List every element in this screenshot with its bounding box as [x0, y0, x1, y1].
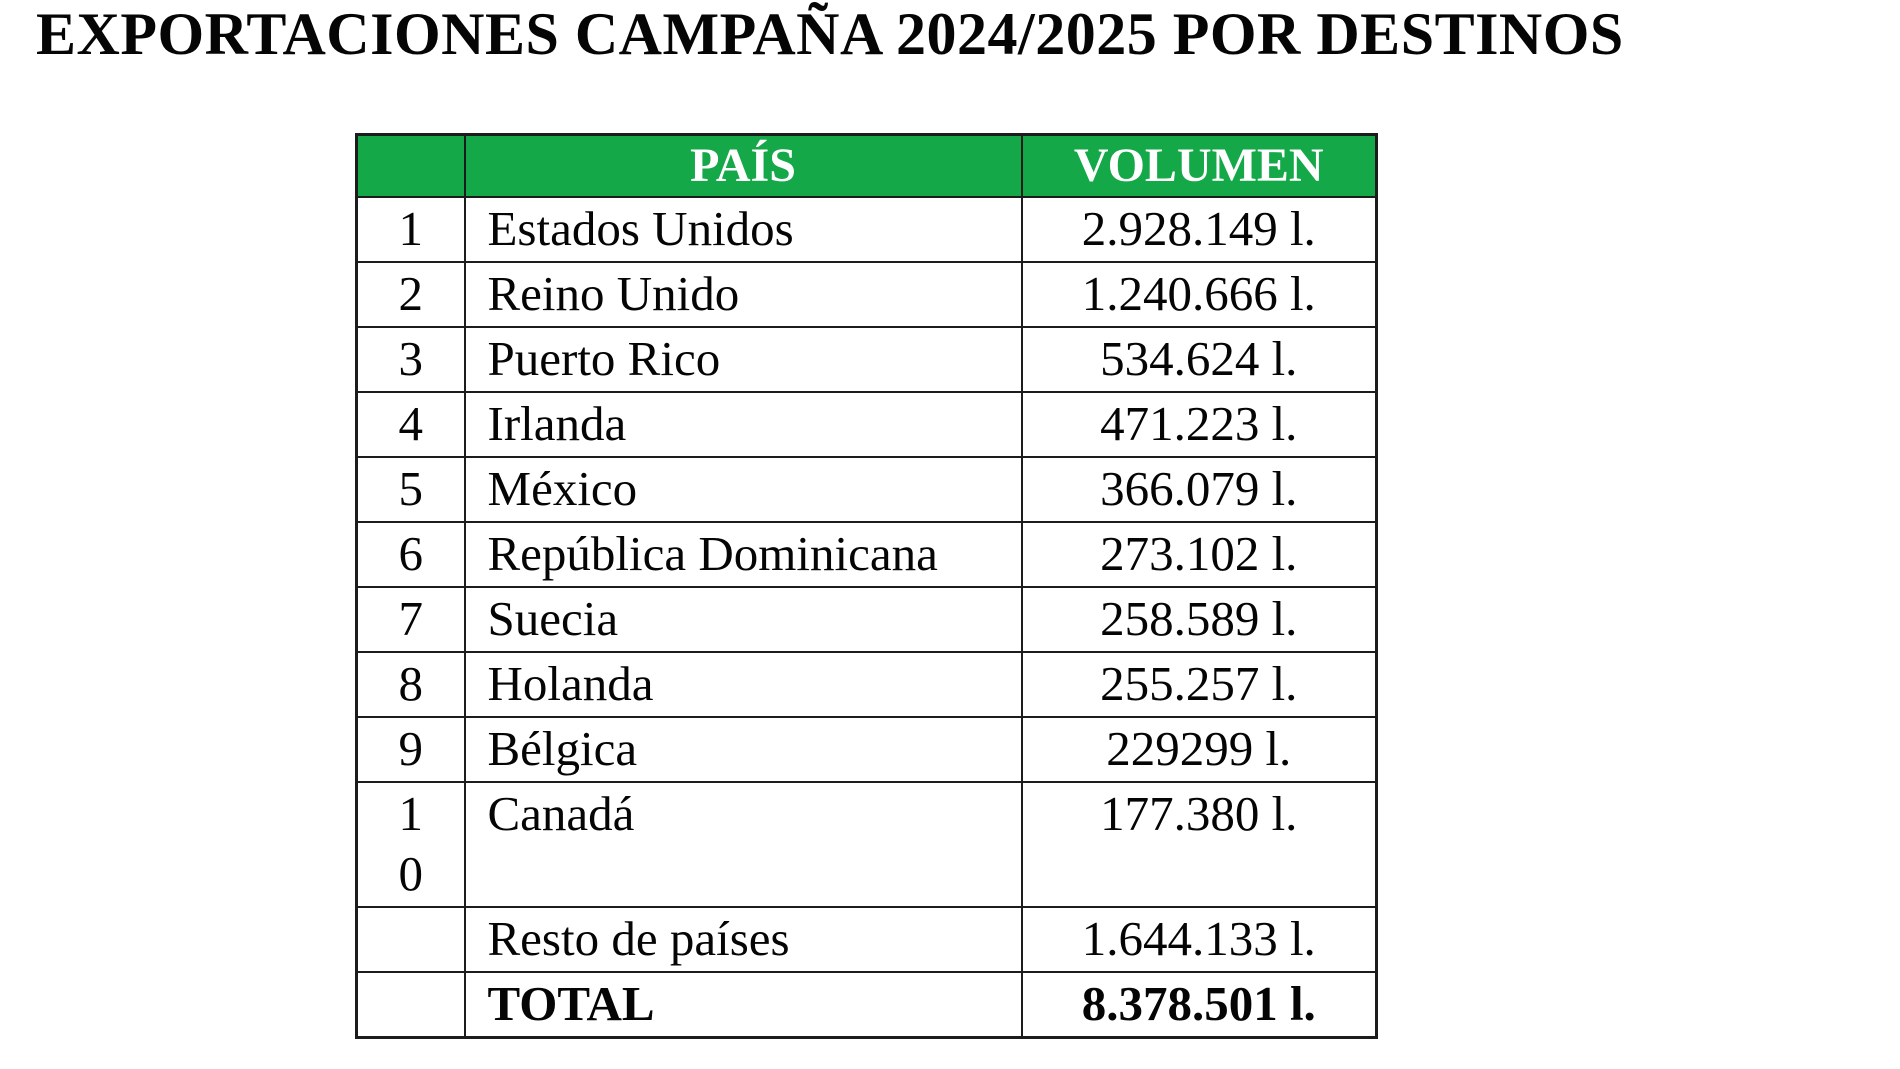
volume-cell: 273.102 l. — [1020, 520, 1378, 588]
table-row: 9 Bélgica 229299 l. — [355, 715, 1378, 783]
table-row: 4 Irlanda 471.223 l. — [355, 390, 1378, 458]
country-cell: Suecia — [463, 585, 1023, 653]
row-index-cell: 1 — [355, 195, 466, 263]
table-row: 8 Holanda 255.257 l. — [355, 650, 1378, 718]
country-cell: Canadá — [463, 780, 1023, 908]
volume-cell: 258.589 l. — [1020, 585, 1378, 653]
header-cell-volume: VOLUMEN — [1020, 133, 1378, 198]
table-row: TOTAL 8.378.501 l. — [355, 970, 1378, 1038]
volume-cell: 1.644.133 l. — [1020, 905, 1378, 973]
volume-cell: 471.223 l. — [1020, 390, 1378, 458]
volume-cell: 229299 l. — [1020, 715, 1378, 783]
country-cell: Holanda — [463, 650, 1023, 718]
volume-cell: 8.378.501 l. — [1020, 970, 1378, 1038]
country-cell: TOTAL — [463, 970, 1023, 1038]
table-row: 7 Suecia 258.589 l. — [355, 585, 1378, 653]
header-cell-index — [355, 133, 466, 198]
country-cell: Estados Unidos — [463, 195, 1023, 263]
volume-cell: 177.380 l. — [1020, 780, 1378, 908]
table-header-row: PAÍS VOLUMEN — [355, 133, 1378, 198]
page-title: EXPORTACIONES CAMPAÑA 2024/2025 POR DEST… — [36, 1, 1624, 67]
row-index-cell: 8 — [355, 650, 466, 718]
row-index-cell: 10 — [355, 780, 466, 908]
table-body: 1 Estados Unidos 2.928.149 l. 2 Reino Unido 1… — [355, 195, 1378, 1038]
table-head: PAÍS VOLUMEN — [355, 133, 1378, 198]
volume-cell: 534.624 l. — [1020, 325, 1378, 393]
row-index-cell: 9 — [355, 715, 466, 783]
country-cell: Puerto Rico — [463, 325, 1023, 393]
row-index-cell: 5 — [355, 455, 466, 523]
country-cell: México — [463, 455, 1023, 523]
header-cell-country: PAÍS — [463, 133, 1023, 198]
row-index-cell: 2 — [355, 260, 466, 328]
table-row: 3 Puerto Rico 534.624 l. — [355, 325, 1378, 393]
country-cell: Irlanda — [463, 390, 1023, 458]
volume-cell: 2.928.149 l. — [1020, 195, 1378, 263]
table-row: 2 Reino Unido 1.240.666 l. — [355, 260, 1378, 328]
row-index-cell: 7 — [355, 585, 466, 653]
table-row: Resto de países 1.644.133 l. — [355, 905, 1378, 973]
country-cell: República Dominicana — [463, 520, 1023, 588]
table-row: 1 Estados Unidos 2.928.149 l. — [355, 195, 1378, 263]
country-cell: Reino Unido — [463, 260, 1023, 328]
row-index-cell: 6 — [355, 520, 466, 588]
table-row: 10 Canadá 177.380 l. — [355, 780, 1378, 908]
table-row: 5 México 366.079 l. — [355, 455, 1378, 523]
country-cell: Bélgica — [463, 715, 1023, 783]
volume-cell: 255.257 l. — [1020, 650, 1378, 718]
exports-table: PAÍS VOLUMEN 1 Estados Unidos 2.928.149 l.… — [355, 133, 1378, 1039]
table-row: 6 República Dominicana 273.102 l. — [355, 520, 1378, 588]
volume-cell: 1.240.666 l. — [1020, 260, 1378, 328]
row-index-cell — [355, 970, 466, 1038]
country-cell: Resto de países — [463, 905, 1023, 973]
row-index-cell: 3 — [355, 325, 466, 393]
row-index-cell — [355, 905, 466, 973]
volume-cell: 366.079 l. — [1020, 455, 1378, 523]
row-index-cell: 4 — [355, 390, 466, 458]
